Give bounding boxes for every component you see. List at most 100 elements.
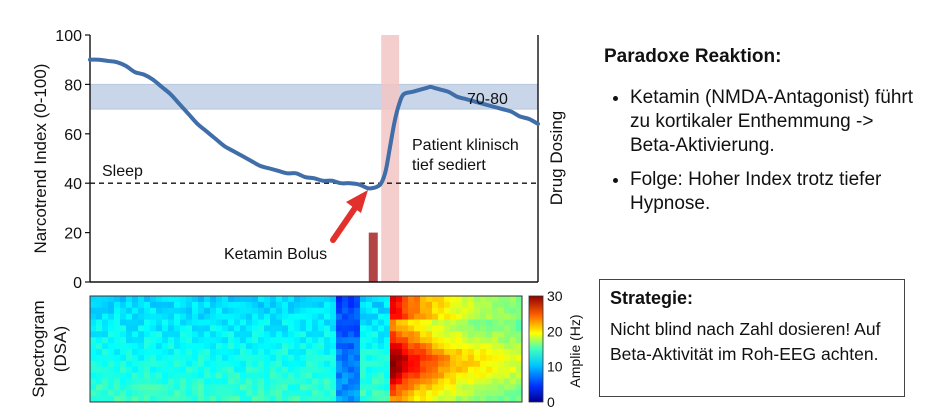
- spectrogram-cell: [222, 325, 229, 332]
- spectrogram-cell: [228, 307, 235, 315]
- spectrogram-cell: [300, 319, 307, 326]
- spectrogram-cell: [318, 360, 325, 368]
- spectrogram-cell: [426, 343, 433, 350]
- spectrogram-cell: [186, 319, 193, 326]
- spectrogram-cell: [192, 307, 199, 315]
- spectrogram-cell: [348, 337, 355, 344]
- spectrogram-cell: [384, 354, 391, 362]
- spectrogram-cell: [162, 372, 169, 379]
- spectrogram-cell: [414, 360, 421, 368]
- spectrogram-cell: [138, 325, 145, 332]
- spectrogram-cell: [300, 390, 307, 397]
- spectrogram-cell: [246, 354, 253, 362]
- spectrogram-cell: [198, 331, 205, 338]
- spectrogram-cell: [120, 331, 127, 338]
- spectrogram-cell: [216, 372, 223, 379]
- spectrogram-cell: [504, 390, 511, 397]
- spectrogram-cell: [222, 396, 229, 403]
- spectrogram-cell: [402, 390, 409, 397]
- spectrogram-cell: [186, 331, 193, 338]
- spectrogram-cell: [510, 390, 517, 397]
- spectrogram-cell: [102, 396, 109, 403]
- spectrogram-cell: [480, 349, 487, 356]
- spectrogram-cell: [366, 313, 373, 320]
- spectrogram-cell: [114, 331, 121, 338]
- spectrogram-cell: [96, 360, 103, 368]
- spectrogram-cell: [258, 325, 265, 332]
- spectrogram-cell: [276, 331, 283, 338]
- spectrogram-cell: [246, 343, 253, 350]
- spectrogram-cell: [492, 372, 499, 379]
- spectrogram-cell: [120, 313, 127, 320]
- spectrogram-cell: [408, 396, 415, 403]
- spectrogram-cell: [306, 296, 313, 303]
- spectrogram-cell: [336, 390, 343, 397]
- spectrogram-cell: [414, 390, 421, 397]
- spectrogram-cell: [264, 366, 271, 373]
- spectrogram-cell: [516, 319, 523, 326]
- spectrogram-cell: [426, 301, 433, 309]
- spectrogram-cell: [192, 360, 199, 368]
- spectrogram-cell: [324, 331, 331, 338]
- spectrogram-cell: [468, 301, 475, 309]
- spectrogram-cell: [480, 360, 487, 368]
- spectrogram-cell: [156, 378, 163, 385]
- spectrogram-cell: [282, 337, 289, 344]
- spectrogram-cell: [162, 319, 169, 326]
- spectrogram-cell: [360, 366, 367, 373]
- spectrogram-cell: [132, 296, 139, 303]
- bolus-label: Ketamin Bolus: [224, 246, 327, 263]
- spectrogram-cell: [348, 331, 355, 338]
- spectrogram-cell: [444, 313, 451, 320]
- spectrogram-cell: [168, 390, 175, 397]
- spectrogram-cell: [114, 313, 121, 320]
- spectrogram-cell: [294, 390, 301, 397]
- spectrogram-cell: [294, 301, 301, 309]
- spectrogram-cell: [276, 296, 283, 303]
- spectrogram-cell: [336, 378, 343, 385]
- spectrogram-cell: [408, 378, 415, 385]
- spectrogram-cell: [246, 325, 253, 332]
- spectrogram-cell: [144, 337, 151, 344]
- spectrogram-cell: [312, 384, 319, 391]
- spectrogram-cell: [318, 307, 325, 315]
- spectrogram-cell: [438, 331, 445, 338]
- spectrogram-cell: [324, 354, 331, 362]
- spectrogram-cell: [204, 301, 211, 309]
- spectrogram-cell: [396, 343, 403, 350]
- y-tick-label: 80: [64, 77, 82, 94]
- spectrogram-cell: [336, 296, 343, 303]
- spectrogram-cell: [96, 301, 103, 309]
- spectrogram-cell: [216, 396, 223, 403]
- spectrogram-cell: [234, 378, 241, 385]
- spectrogram-cell: [162, 343, 169, 350]
- spectrogram-cell: [174, 372, 181, 379]
- spectrogram-cell: [342, 349, 349, 356]
- spectrogram-cell: [360, 372, 367, 379]
- spectrogram-cell: [246, 349, 253, 356]
- spectrogram-cell: [120, 319, 127, 326]
- spectrogram-cell: [144, 378, 151, 385]
- spectrogram-cell: [144, 366, 151, 373]
- spectrogram-cell: [330, 325, 337, 332]
- spectrogram-cell: [168, 296, 175, 303]
- spectrogram-cell: [132, 396, 139, 403]
- spectrogram-cell: [372, 390, 379, 397]
- spectrogram-cell: [114, 360, 121, 368]
- spectrogram-cell: [378, 313, 385, 320]
- spectrogram-cell: [324, 396, 331, 403]
- spectrogram-cell: [90, 384, 97, 391]
- spectrogram-cell: [390, 313, 397, 320]
- spectrogram-cell: [450, 384, 457, 391]
- spectrogram-cell: [210, 360, 217, 368]
- spectrogram-cell: [492, 366, 499, 373]
- spectrogram-cell: [96, 319, 103, 326]
- spectrogram-cell: [342, 372, 349, 379]
- spectrogram-cell: [426, 319, 433, 326]
- spectrogram-cell: [246, 384, 253, 391]
- spectrogram-cell: [156, 372, 163, 379]
- spectrogram-cell: [246, 360, 253, 368]
- spectrogram-cell: [216, 307, 223, 315]
- spectrogram-cell: [360, 378, 367, 385]
- spectrogram-cell: [156, 301, 163, 309]
